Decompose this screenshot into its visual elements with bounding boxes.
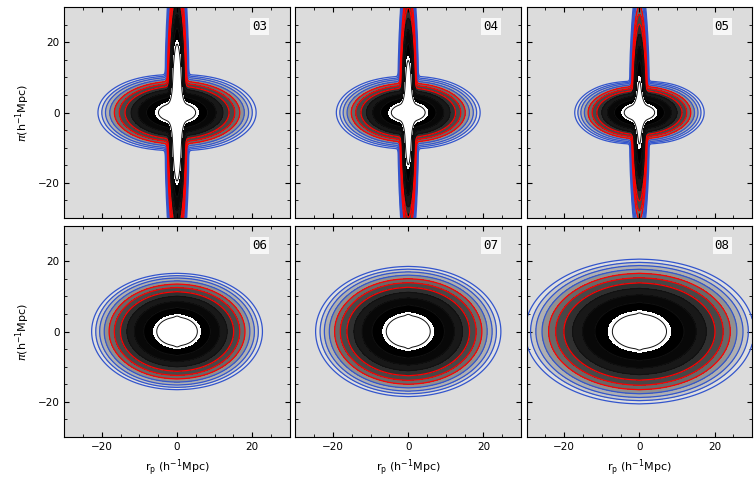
Point: [171, 109, 183, 117]
Point: [171, 327, 183, 335]
X-axis label: r$_{\rm p}$ (h$^{-1}$Mpc): r$_{\rm p}$ (h$^{-1}$Mpc): [607, 457, 672, 478]
Point: [402, 327, 414, 335]
Text: 03: 03: [253, 20, 268, 33]
X-axis label: r$_{\rm p}$ (h$^{-1}$Mpc): r$_{\rm p}$ (h$^{-1}$Mpc): [144, 457, 209, 478]
Point: [634, 109, 646, 117]
X-axis label: r$_{\rm p}$ (h$^{-1}$Mpc): r$_{\rm p}$ (h$^{-1}$Mpc): [376, 457, 441, 478]
Point: [402, 109, 414, 117]
Text: 07: 07: [484, 239, 498, 252]
Point: [634, 327, 646, 335]
Point: [402, 109, 414, 117]
Text: 06: 06: [253, 239, 268, 252]
Text: 08: 08: [714, 239, 730, 252]
Y-axis label: $\pi$(h$^{-1}$Mpc): $\pi$(h$^{-1}$Mpc): [14, 303, 32, 361]
Point: [171, 109, 183, 117]
Point: [634, 109, 646, 117]
Text: 04: 04: [484, 20, 498, 33]
Point: [171, 327, 183, 335]
Point: [402, 327, 414, 335]
Y-axis label: $\pi$(h$^{-1}$Mpc): $\pi$(h$^{-1}$Mpc): [14, 83, 32, 142]
Point: [634, 327, 646, 335]
Text: 05: 05: [714, 20, 730, 33]
